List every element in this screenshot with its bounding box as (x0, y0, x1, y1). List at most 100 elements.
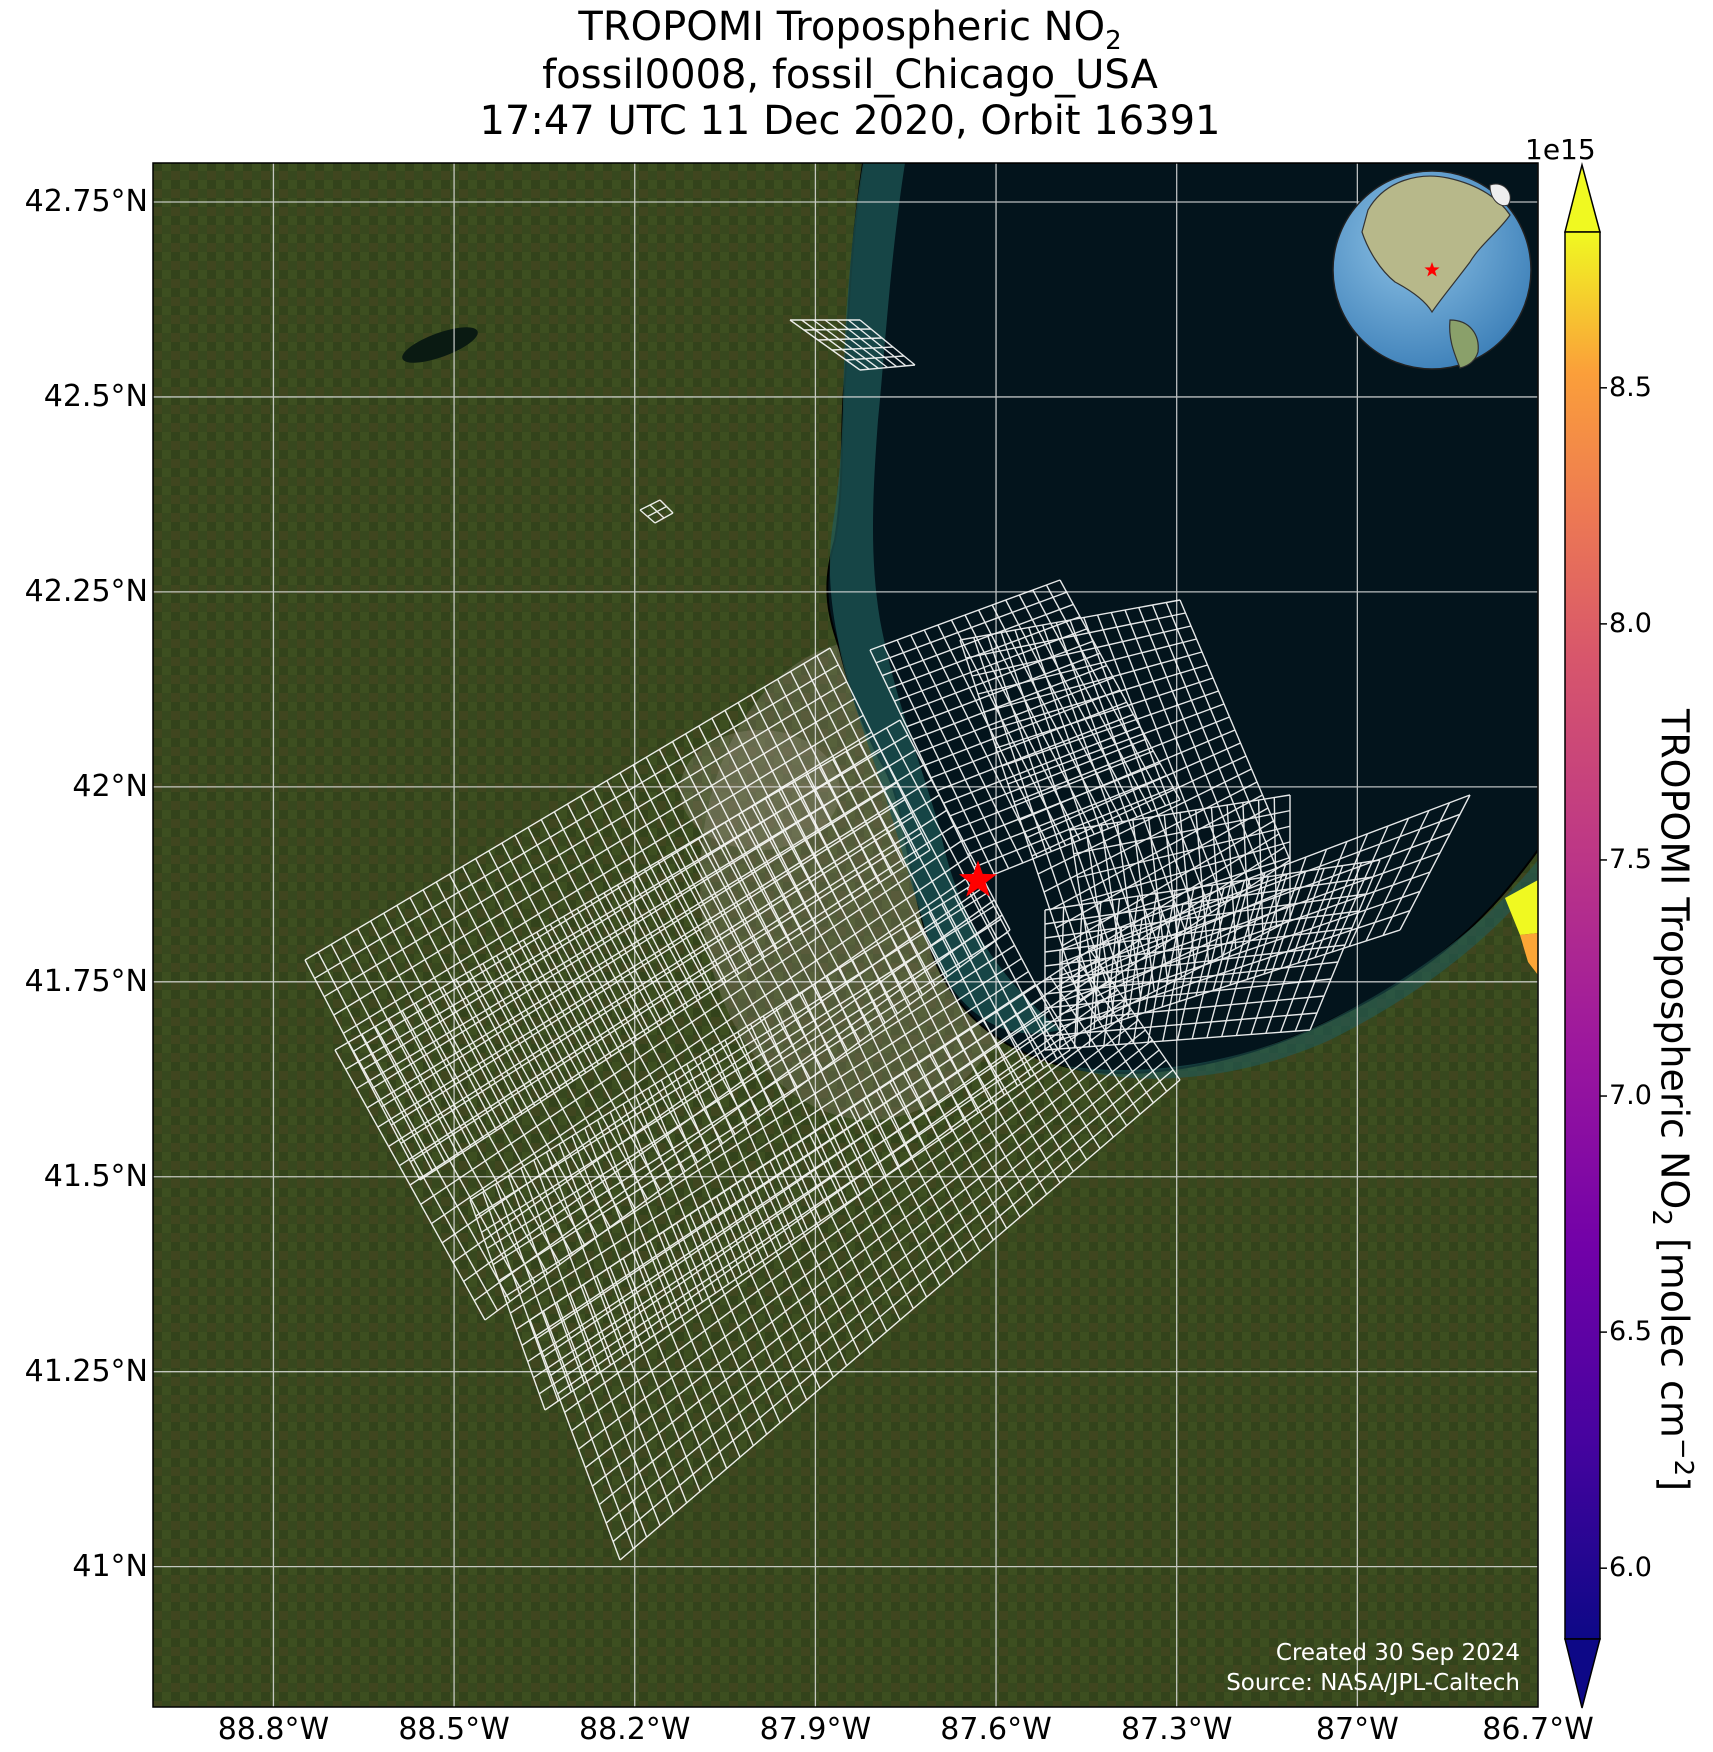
pixel-edge (584, 1029, 1146, 1469)
pixel-edge (381, 782, 898, 1108)
pixel-edge (388, 794, 940, 1148)
lon-tick-label: 87.9°W (759, 1712, 872, 1747)
pixel-edge (756, 1169, 848, 1367)
pixel-edge (605, 1059, 1167, 1524)
pixel-edge (558, 1143, 638, 1348)
pixel-edge (673, 1071, 756, 1267)
pixel-edge (578, 1019, 1139, 1450)
pixel-edge (342, 714, 864, 1034)
pixel-edge (989, 664, 1208, 731)
lon-tick-label: 88.8°W (217, 1712, 330, 1747)
pixel-edge (584, 1127, 664, 1330)
pixel-edge (1059, 890, 1421, 1015)
pixel-edge (529, 949, 1091, 1321)
pixel-edge (1059, 929, 1401, 1041)
pixel-edge (390, 798, 906, 1126)
pixel-edge (1127, 918, 1143, 1019)
pixel-edge (1348, 817, 1410, 947)
lat-tick-label: 42.25°N (24, 573, 148, 609)
pixel-edge (686, 1063, 769, 1258)
pixel-edge (636, 1249, 728, 1469)
pixel-edge (788, 999, 874, 1186)
pixel-edge (1399, 794, 1471, 931)
pixel-edge (839, 967, 927, 1150)
pixel-edge (538, 1036, 1064, 1395)
pixel-edge (888, 616, 1081, 689)
pixel-edge (941, 903, 1032, 1078)
pixel-edge (971, 625, 1192, 677)
pixel-edge (894, 628, 1087, 702)
pixel-edge (949, 738, 1147, 817)
pixel-edge (875, 591, 1067, 664)
pixel-edge (609, 1111, 691, 1312)
pixel-edge (1044, 944, 1346, 981)
pixel-edge (973, 787, 1174, 868)
colorbar-tick-label: 6.5 (1609, 1316, 1652, 1348)
pixel-edge (1331, 825, 1389, 953)
pixel-edge (622, 1258, 714, 1481)
pixel-edge (486, 918, 1002, 1250)
pixel-edge (400, 815, 914, 1144)
globe-target-star-icon (1424, 262, 1440, 277)
colorbar-exponent: 1e15 (1525, 133, 1596, 166)
pixel-edge (1195, 887, 1225, 997)
lon-tick-label: 87.3°W (1120, 1712, 1233, 1747)
pixel-edge (801, 319, 870, 370)
pixel-edge (796, 1143, 888, 1332)
pixel-edge (822, 1125, 914, 1309)
pixel-edge (323, 681, 848, 998)
pixel-edge (711, 1047, 796, 1240)
title-line-2: fossil0008, fossil_Chicago_USA (542, 52, 1158, 98)
pixel-edge (612, 1069, 1174, 1543)
pixel-edge (1001, 690, 1219, 767)
pixel-edge (582, 1284, 674, 1515)
pixel-edge (463, 899, 995, 1282)
pixel-edge (803, 328, 872, 331)
pixel-edge (550, 979, 1112, 1376)
map-frame (152, 162, 1539, 1708)
pixel-edge (698, 1055, 782, 1249)
pixel-edge (1044, 876, 1374, 925)
pixel-edge (431, 854, 972, 1225)
pixel-edge (533, 1023, 1057, 1379)
pixel-edge (1009, 1002, 1101, 1149)
lat-tick-label: 41°N (72, 1548, 148, 1584)
pixel-edge (1178, 895, 1205, 1002)
pixel-edge (996, 1011, 1088, 1161)
pixel-edge (1059, 871, 1431, 1003)
pixel-edge (869, 579, 1061, 651)
pixel-edge (1059, 832, 1451, 977)
pixel-edge (851, 959, 940, 1141)
pixel-edge (619, 1079, 1181, 1561)
title-line-3: 17:47 UTC 11 Dec 2020, Orbit 16391 (479, 98, 1221, 144)
inset-globe-icon (1332, 170, 1532, 370)
pixel-edge (475, 892, 988, 1217)
pixel-edge (775, 1007, 861, 1195)
pixel-edge (789, 319, 861, 371)
pixel-edge (334, 719, 901, 1051)
pixel-edge (509, 970, 1029, 1314)
pixel-edge (492, 931, 1009, 1266)
pixel-edge (889, 1081, 981, 1252)
pixel-edge (1095, 903, 1291, 997)
pixel-edge (953, 895, 1045, 1069)
lon-tick-label: 86.7°W (1482, 1712, 1594, 1747)
pixel-edge (836, 319, 898, 368)
pixel-edge (639, 499, 661, 511)
colorbar-tick-label: 8.5 (1609, 371, 1652, 403)
pixel-edge (1314, 833, 1369, 958)
pixel-edge (769, 1161, 861, 1355)
pixel-edge (536, 959, 1098, 1340)
pixel-edge (1059, 813, 1461, 964)
pixel-edge (542, 1310, 634, 1549)
colorbar-tick-label: 7.0 (1609, 1080, 1652, 1112)
pixel-edge (1025, 742, 1241, 839)
pixel-edge (1044, 859, 1381, 911)
pixel-edge (929, 1055, 1021, 1218)
pixel-edge (845, 355, 905, 361)
pixel-edge (977, 638, 1197, 695)
pixel-edge (676, 1222, 768, 1435)
pixel-edge (1212, 880, 1246, 991)
pixel-edge (702, 1205, 794, 1412)
